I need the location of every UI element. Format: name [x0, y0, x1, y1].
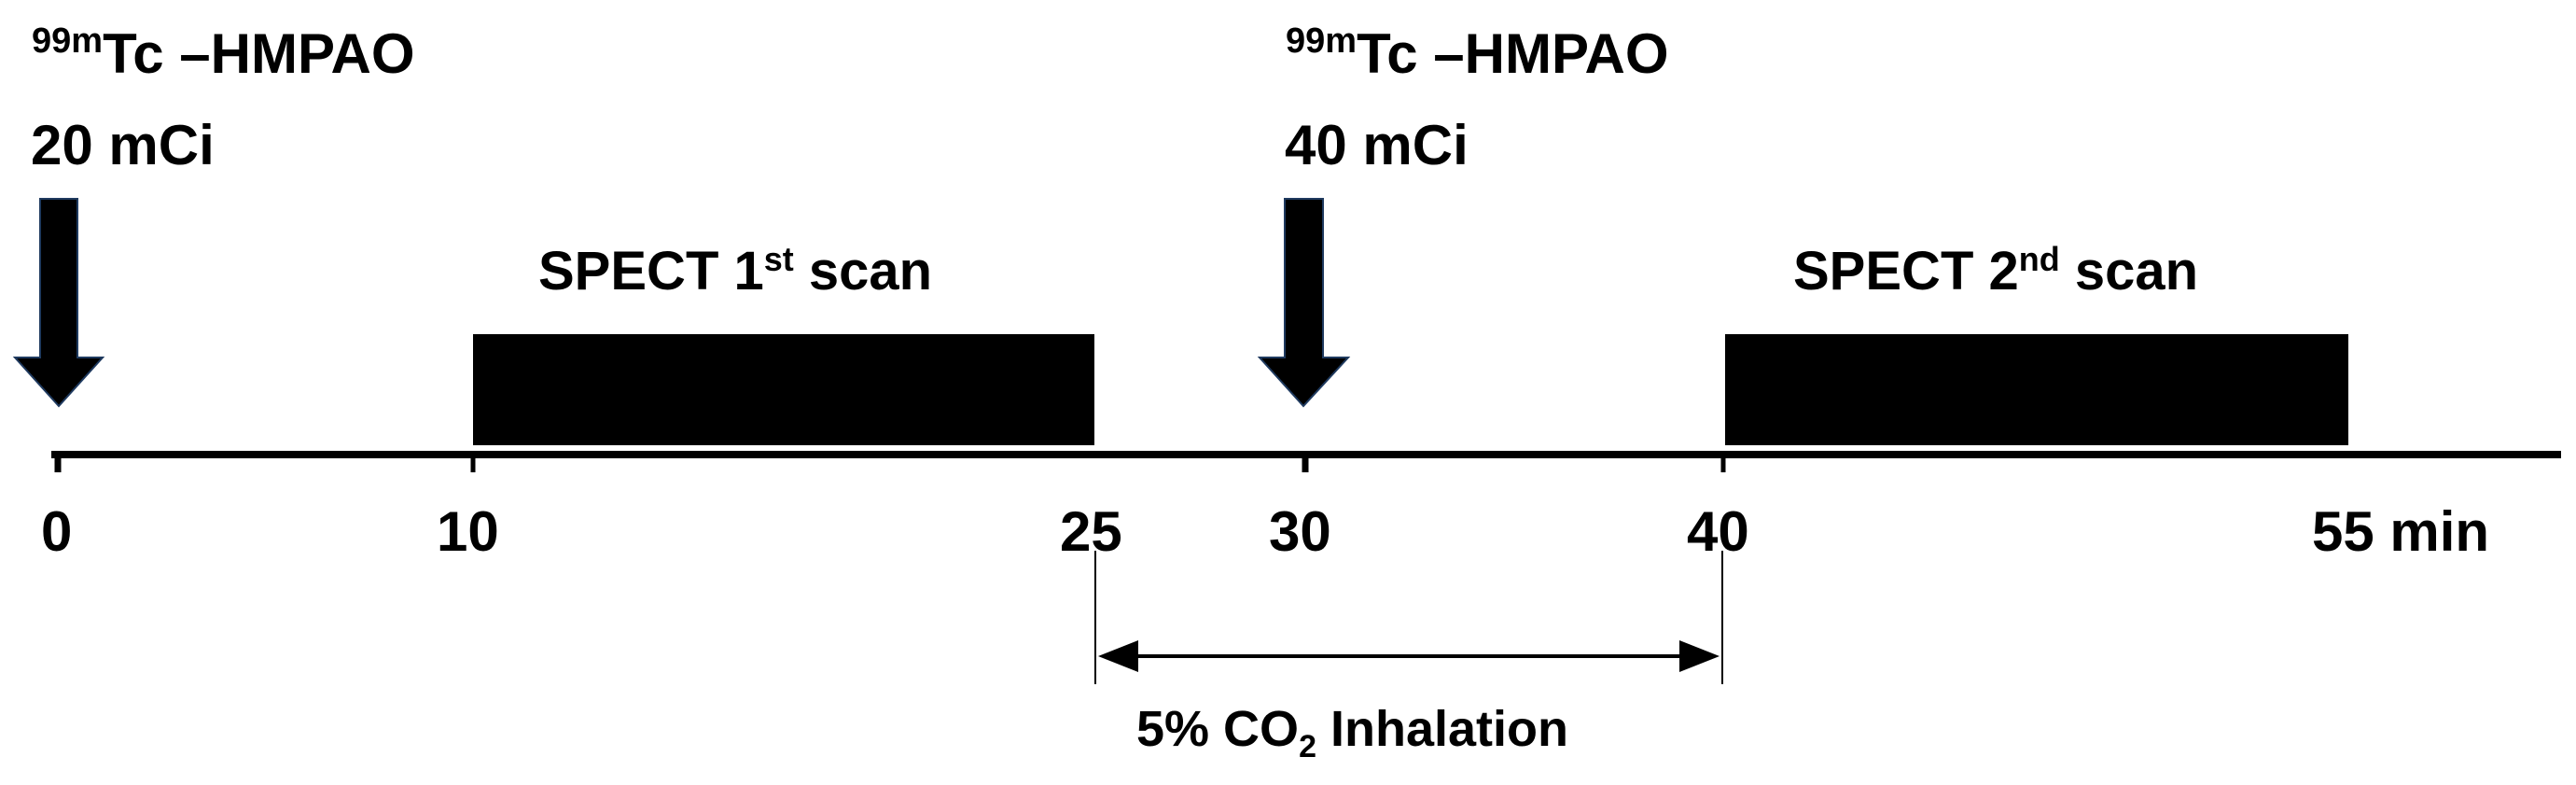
inhalation-label: 5% CO2 Inhalation: [1136, 701, 1568, 763]
inhalation-label-prefix: 5% CO: [1136, 701, 1300, 757]
tick-label-10: 10: [437, 500, 499, 563]
inhalation-arrowhead-right: [1679, 640, 1720, 672]
scan-2-suffix: scan: [2059, 241, 2199, 301]
tick-label-55-min: 55 min: [2312, 500, 2490, 563]
injection-2-compound: –HMPAO: [1417, 22, 1669, 85]
injection-2-isotope-mass: 99m: [1286, 21, 1358, 61]
scan-1-label: SPECT 1st scan: [538, 243, 932, 299]
injection-1-isotope-symbol: Tc: [103, 22, 164, 85]
tick-label-0: 0: [41, 500, 73, 563]
scan-bar-1: [473, 334, 1094, 445]
scan-2-ordinal: nd: [2018, 240, 2060, 278]
tick-label-30: 30: [1269, 500, 1331, 563]
scan-2-label: SPECT 2nd scan: [1793, 243, 2198, 299]
scan-1-suffix: scan: [793, 241, 933, 301]
scan-2-prefix: SPECT 2: [1793, 241, 2019, 301]
injection-2-isotope-symbol: Tc: [1357, 22, 1418, 85]
injection-1-tracer-label: 99mTc –HMPAO: [32, 23, 415, 82]
injection-2-dose: 40 mCi: [1285, 114, 1469, 176]
tick-label-25: 25: [1060, 500, 1122, 563]
scan-bar-2: [1725, 334, 2348, 445]
injection-1-dose: 20 mCi: [31, 114, 215, 176]
tick-label-40: 40: [1687, 500, 1749, 563]
injection-2-tracer-label: 99mTc –HMPAO: [1286, 23, 1669, 82]
inhalation-label-suffix: Inhalation: [1316, 701, 1568, 757]
inhalation-arrowhead-left: [1098, 640, 1138, 672]
scan-1-ordinal: st: [763, 240, 794, 278]
injection-arrow-1: [12, 198, 105, 408]
injection-arrow-2: [1257, 198, 1351, 408]
inhalation-label-subscript: 2: [1299, 729, 1316, 764]
injection-1-compound: –HMPAO: [163, 22, 415, 85]
injection-1-isotope-mass: 99m: [32, 21, 104, 61]
scan-1-prefix: SPECT 1: [538, 241, 764, 301]
